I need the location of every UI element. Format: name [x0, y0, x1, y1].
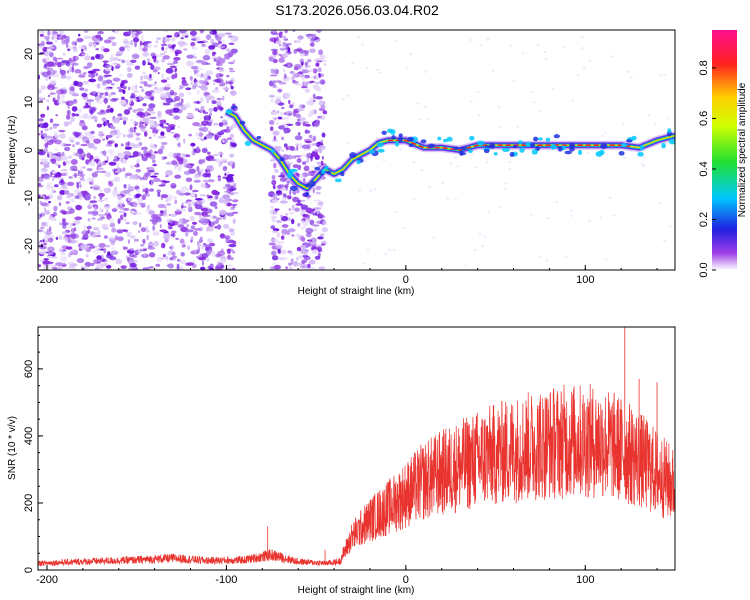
chart-title: S173.2026.056.03.04.R02 [275, 2, 439, 18]
snr-y-label: SNR (10 * v/v) [7, 416, 18, 480]
snr-y-tick-label: 200 [23, 494, 35, 512]
snr-line [38, 384, 675, 567]
colorbar-tick-label: 0.8 [698, 60, 710, 75]
snr-x-tick-label: 0 [403, 574, 409, 586]
colorbar-gradient [712, 30, 737, 270]
snr-y-tick-label: 400 [23, 427, 35, 445]
spectrogram-y-tick-label: 0 [23, 147, 35, 153]
snr-x-tick-label: 100 [576, 574, 594, 586]
colorbar-tick-label: 0.0 [698, 262, 710, 277]
colorbar: 0.0 0.2 0.4 0.6 0.8 Normalized spectral ampl… [698, 30, 748, 278]
spectrogram-x-tick-label: 100 [576, 274, 594, 286]
snr-y-tick-label: 0 [23, 567, 35, 573]
colorbar-label: Normalized spectral amplitude [737, 82, 748, 217]
snr-y-tick-label: 600 [23, 360, 35, 378]
track-core [387, 139, 631, 151]
spectrogram-y-label: Frequency (Hz) [7, 116, 18, 185]
spectrogram-x-tick-label: -200 [36, 274, 58, 286]
snr-panel: -200 -100 0 100 0 200 400 600 Height of straig… [7, 326, 676, 596]
spectrogram-x-tick-label: 0 [403, 274, 409, 286]
spectrogram-x-tick-label: -100 [215, 274, 237, 286]
noise-speckles [38, 30, 672, 270]
signal-track [223, 105, 675, 197]
spectrogram-y-tick-label: -20 [23, 238, 35, 254]
snr-frame [37, 326, 676, 571]
spectrogram-x-label: Height of straight line (km) [298, 286, 415, 297]
spectrogram-y-tick-label: -10 [23, 190, 35, 206]
snr-x-label: Height of straight line (km) [298, 585, 415, 596]
spectrogram-y-tick-label: 20 [23, 48, 35, 60]
colorbar-tick-label: 0.6 [698, 111, 710, 126]
snr-x-tick-label: -100 [215, 574, 237, 586]
colorbar-tick-label: 0.4 [698, 161, 710, 176]
snr-x-tick-label: -200 [36, 574, 58, 586]
spectrogram-y-tick-label: 10 [23, 96, 35, 108]
colorbar-tick-label: 0.2 [698, 212, 710, 227]
